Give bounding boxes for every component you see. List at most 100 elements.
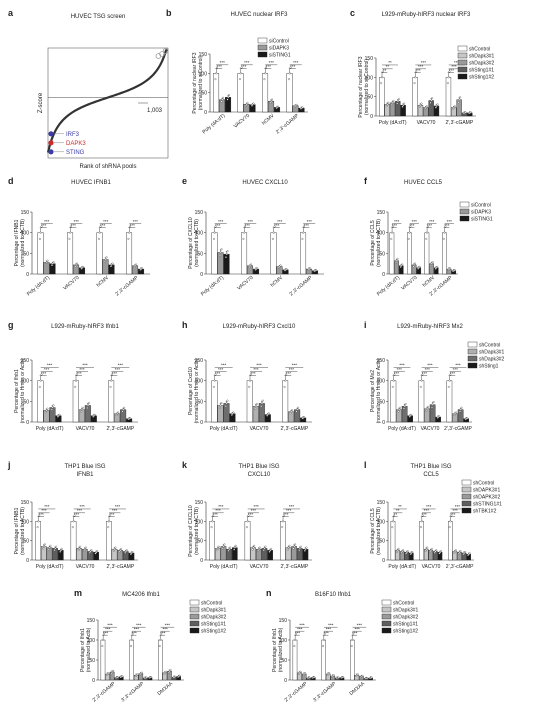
data-point-c: [413, 82, 416, 85]
data-point-e: [213, 231, 216, 234]
x-tick-label-b: Poly (dA:dT): [201, 113, 226, 136]
sig-label-d: ***: [100, 223, 106, 228]
data-point-d: [97, 237, 100, 240]
sig-label-f: ***: [394, 219, 400, 224]
sig-label-c: **: [388, 60, 392, 65]
data-point-e: [213, 237, 215, 240]
sig-label-m: ***: [103, 630, 109, 635]
data-point-g: [109, 385, 112, 388]
sig-label-j: ***: [109, 512, 115, 517]
data-point-k: [293, 545, 296, 548]
sig-label-d: ***: [41, 223, 47, 228]
y-tick-label-n: 150: [279, 618, 288, 624]
data-point-b: [227, 96, 230, 99]
y-axis-label-f: (normalized to ACTB): [376, 219, 382, 267]
data-point-d: [74, 265, 77, 268]
data-point-j: [38, 514, 41, 517]
data-point-e: [214, 225, 217, 228]
data-point-d: [40, 225, 43, 228]
data-point-m: [107, 672, 110, 675]
y-tick-label-j: 50: [23, 539, 29, 545]
sig-label-l: ***: [452, 508, 458, 513]
legend-swatch-l: [461, 493, 472, 500]
y-tick-label-n: 0: [284, 678, 287, 684]
data-point-e: [301, 237, 304, 240]
legend-label-n: shDapk3#1: [393, 608, 419, 614]
data-point-b: [270, 100, 273, 103]
data-point-n: [299, 670, 302, 673]
sig-label-j: ***: [44, 504, 50, 509]
y-axis-label-h: Percentage of Cxcl10: [188, 367, 194, 415]
sig-label-f: ***: [392, 223, 398, 228]
y-axis-label-g: Percentage of Ifnb1: [14, 369, 20, 413]
data-point-d: [75, 263, 78, 266]
x-tick-label-c: VACV70: [417, 120, 436, 126]
legend-swatch-c: [457, 66, 468, 73]
y-axis-label-j: Percentage of IFNB1: [14, 507, 20, 554]
data-point-f: [430, 262, 433, 265]
x-tick-label-d: Poly (dA:dT): [26, 275, 51, 298]
data-point-l: [392, 520, 395, 523]
data-point-n: [356, 673, 359, 676]
data-point-h: [261, 399, 264, 402]
data-point-k: [245, 526, 248, 529]
data-point-d: [98, 231, 101, 234]
chart-title-h: L929-mRuby-hIRF3 Cxcl10: [223, 324, 296, 330]
legend-swatch-c: [457, 45, 468, 52]
sig-label-m: ***: [162, 626, 168, 631]
panel-label-e: e: [182, 176, 187, 186]
sig-label-j: ***: [112, 508, 118, 513]
data-point-i: [399, 406, 401, 409]
data-point-e: [309, 267, 312, 270]
x-tick-label-j: Poly (dA:dT): [36, 564, 64, 570]
data-point-c: [381, 76, 383, 79]
data-point-k: [234, 546, 236, 549]
top-hit-point: [159, 51, 165, 57]
y-axis-label-g: (normalized to Hmbs or Actb): [20, 358, 26, 423]
data-point-g: [86, 406, 89, 409]
data-point-g: [75, 379, 77, 382]
sig-label-l: ***: [455, 504, 461, 509]
data-point-k: [286, 548, 289, 551]
data-point-k: [287, 546, 290, 549]
data-point-b: [252, 102, 255, 105]
sig-label-k: ***: [254, 504, 260, 509]
data-point-g: [122, 408, 125, 411]
data-point-e: [225, 256, 227, 259]
legend-swatch-i: [467, 362, 478, 369]
data-point-i: [432, 401, 435, 403]
sig-label-e: ***: [218, 219, 224, 224]
legend-label-n: shSting1#2: [393, 629, 418, 635]
chart-title-b: HUVEC nuclear IRF3: [230, 12, 288, 18]
data-point-n: [366, 677, 369, 680]
data-point-c: [425, 105, 428, 108]
y-tick-label-k: 100: [195, 519, 204, 525]
data-point-m: [112, 669, 115, 672]
x-tick-label-h: VACV70: [250, 426, 269, 432]
x-tick-label-m: 3′,3′-cGAMP: [120, 681, 146, 704]
sig-label-h: ***: [215, 371, 221, 376]
y-tick-label-b: 100: [199, 71, 208, 77]
data-point-l: [420, 526, 422, 529]
sig-label-e: ***: [307, 219, 313, 224]
data-point-d: [52, 261, 55, 264]
legend-swatch-n: [381, 599, 392, 606]
data-point-l: [464, 551, 467, 553]
data-point-f: [390, 237, 393, 240]
y-tick-label-e: 100: [195, 231, 204, 237]
sig-label-n: ***: [328, 622, 334, 627]
y-tick-label-c: 50: [367, 95, 373, 101]
data-point-k: [303, 549, 306, 552]
data-point-h: [224, 405, 227, 408]
legend-swatch-b: [257, 44, 268, 51]
x-tick-label-b: 2′,3′-cGAMP: [275, 113, 301, 136]
x-axis-label-a: Rank of shRNA pools: [79, 164, 136, 170]
data-point-c: [457, 101, 460, 104]
legend-swatch-i: [467, 355, 478, 362]
data-point-k: [252, 546, 255, 549]
data-point-m: [101, 645, 104, 647]
data-point-i: [459, 408, 462, 411]
sig-label-c: ***: [421, 60, 427, 65]
plot-frame-a: [47, 47, 169, 159]
